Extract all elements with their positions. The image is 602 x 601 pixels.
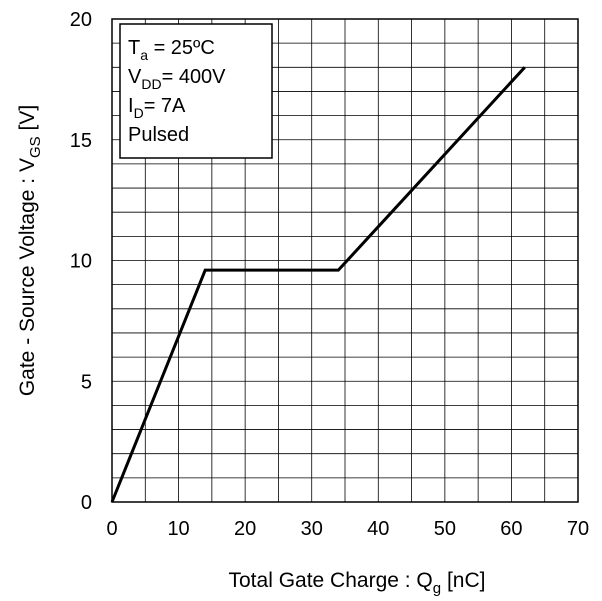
y-tick-label: 5 <box>81 371 92 393</box>
conditions-box-frame <box>119 23 273 159</box>
y-tick-label: 0 <box>81 492 92 514</box>
series-group <box>110 66 526 503</box>
condition-line: Ta = 25ºC <box>128 37 215 63</box>
y-tick-label: 10 <box>70 251 92 273</box>
condition-line: VDD= 400V <box>128 66 226 92</box>
x-tick-label: 30 <box>301 518 323 540</box>
y-axis-title: Gate - Source Voltage : VGS [V] <box>16 105 44 396</box>
conditions-box: Ta = 25ºC VDD= 400V ID= 7A Pulsed <box>119 23 273 159</box>
series-line <box>110 66 526 503</box>
x-tick-label: 70 <box>567 518 589 540</box>
x-tick-label: 50 <box>434 518 456 540</box>
x-axis-title: Total Gate Charge : Qg [nC] <box>229 569 486 597</box>
x-tick-label: 0 <box>106 518 117 540</box>
grid-lines <box>112 19 578 502</box>
y-tick-label: 20 <box>70 9 92 31</box>
x-tick-labels: 0 10 20 30 40 50 60 70 <box>106 518 589 540</box>
plot-frame <box>111 18 579 503</box>
condition-line: ID= 7A <box>128 95 186 121</box>
x-tick-label: 40 <box>367 518 389 540</box>
y-tick-label: 15 <box>70 130 92 152</box>
condition-line: Pulsed <box>128 124 189 146</box>
x-tick-label: 60 <box>500 518 522 540</box>
y-tick-labels: 0 5 10 15 20 <box>70 9 92 514</box>
x-tick-label: 10 <box>167 518 189 540</box>
x-tick-label: 20 <box>234 518 256 540</box>
